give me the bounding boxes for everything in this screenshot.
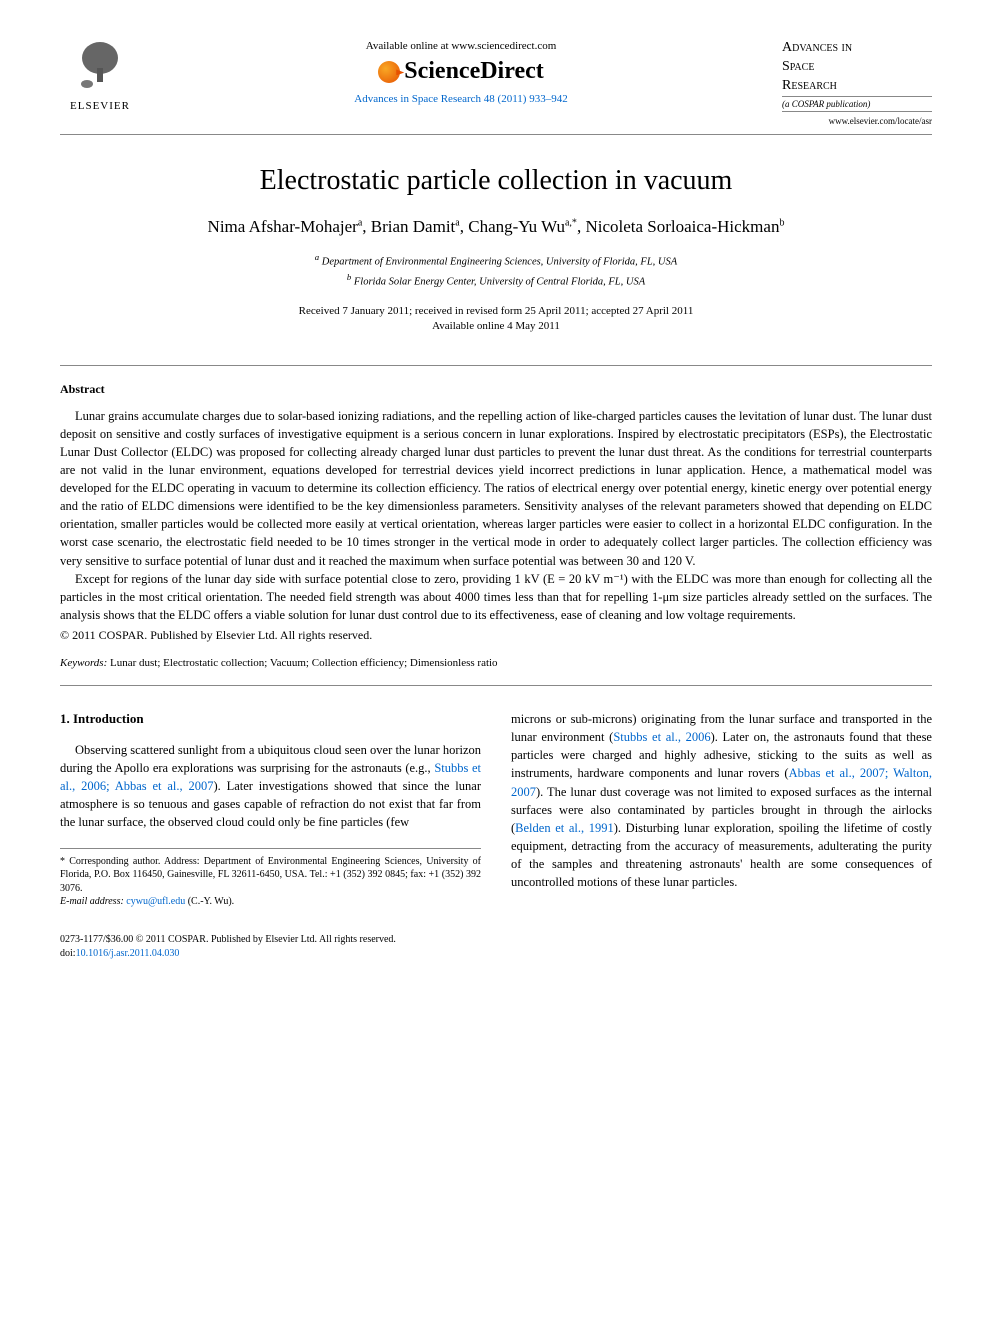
corr-email-name: (C.-Y. Wu). xyxy=(188,896,234,907)
body-columns: 1. Introduction Observing scattered sunl… xyxy=(60,710,932,908)
author-2: Brian Damit xyxy=(371,217,456,236)
dates-online: Available online 4 May 2011 xyxy=(60,319,932,334)
journal-box: Advances in Space Research (a COSPAR pub… xyxy=(782,40,932,126)
publisher-logo: ELSEVIER xyxy=(60,40,140,112)
column-right: microns or sub-microns) originating from… xyxy=(511,710,932,908)
divider-top xyxy=(60,365,932,366)
affiliation-b: b Florida Solar Energy Center, Universit… xyxy=(60,271,932,290)
article-dates: Received 7 January 2011; received in rev… xyxy=(60,304,932,335)
journal-title-line1: Advances in xyxy=(782,40,932,57)
dates-received: Received 7 January 2011; received in rev… xyxy=(60,304,932,319)
footer-copyright: 0273-1177/$36.00 © 2011 COSPAR. Publishe… xyxy=(60,933,932,947)
abstract-p2: Except for regions of the lunar day side… xyxy=(60,570,932,624)
author-3: Chang-Yu Wu xyxy=(468,217,565,236)
affiliations: a Department of Environmental Engineerin… xyxy=(60,251,932,289)
cite-stubbs-2006[interactable]: Stubbs et al., 2006 xyxy=(613,730,710,744)
author-1: Nima Afshar-Mohajer xyxy=(208,217,358,236)
available-online-line: Available online at www.sciencedirect.co… xyxy=(160,40,762,52)
journal-subtitle: (a COSPAR publication) xyxy=(782,96,932,112)
keywords-label: Keywords: xyxy=(60,657,107,669)
corresponding-footnote: * Corresponding author. Address: Departm… xyxy=(60,848,481,909)
cite-abbas-walton[interactable]: Abbas et al., 2007; Walton, 2007 xyxy=(511,766,932,798)
author-3-sup: a,* xyxy=(565,218,577,229)
divider-bottom xyxy=(60,685,932,686)
abstract-p1: Lunar grains accumulate charges due to s… xyxy=(60,407,932,570)
journal-citation[interactable]: Advances in Space Research 48 (2011) 933… xyxy=(160,93,762,105)
author-4-sup: b xyxy=(779,218,784,229)
column-left: 1. Introduction Observing scattered sunl… xyxy=(60,710,481,908)
abstract-copyright: © 2011 COSPAR. Published by Elsevier Ltd… xyxy=(60,628,932,643)
author-1-sup: a xyxy=(358,218,362,229)
keywords-text: Lunar dust; Electrostatic collection; Va… xyxy=(110,657,498,669)
section-1-heading: 1. Introduction xyxy=(60,710,481,729)
sciencedirect-text: ScienceDirect xyxy=(404,58,544,84)
doi-label: doi: xyxy=(60,948,76,959)
article-title: Electrostatic particle collection in vac… xyxy=(60,165,932,197)
keywords-row: Keywords: Lunar dust; Electrostatic coll… xyxy=(60,657,932,669)
author-4: Nicoleta Sorloaica-Hickman xyxy=(585,217,779,236)
page-header: ELSEVIER Available online at www.science… xyxy=(60,40,932,135)
corr-email[interactable]: cywu@ufl.edu xyxy=(126,896,185,907)
cite-belden[interactable]: Belden et al., 1991 xyxy=(515,821,614,835)
journal-title-line2: Space xyxy=(782,59,932,76)
footer-doi-row: doi:10.1016/j.asr.2011.04.030 xyxy=(60,947,932,961)
corr-author-text: * Corresponding author. Address: Departm… xyxy=(60,855,481,896)
doi-link[interactable]: 10.1016/j.asr.2011.04.030 xyxy=(76,948,180,959)
abstract-label: Abstract xyxy=(60,382,932,397)
intro-col1-text: Observing scattered sunlight from a ubiq… xyxy=(60,741,481,832)
corr-email-row: E-mail address: cywu@ufl.edu (C.-Y. Wu). xyxy=(60,895,481,909)
elsevier-tree-icon xyxy=(60,40,140,98)
email-label: E-mail address: xyxy=(60,896,124,907)
cite-stubbs-abbas[interactable]: Stubbs et al., 2006; Abbas et al., 2007 xyxy=(60,761,481,793)
sciencedirect-icon xyxy=(378,61,400,83)
publisher-name: ELSEVIER xyxy=(60,100,140,112)
intro-col2-text: microns or sub-microns) originating from… xyxy=(511,710,932,891)
page-footer: 0273-1177/$36.00 © 2011 COSPAR. Publishe… xyxy=(60,933,932,961)
abstract-body: Lunar grains accumulate charges due to s… xyxy=(60,407,932,625)
sciencedirect-logo: ScienceDirect xyxy=(160,58,762,85)
journal-url[interactable]: www.elsevier.com/locate/asr xyxy=(782,116,932,126)
journal-title-line3: Research xyxy=(782,78,932,95)
author-2-sup: a xyxy=(455,218,459,229)
affiliation-a: a Department of Environmental Engineerin… xyxy=(60,251,932,270)
authors-line: Nima Afshar-Mohajera, Brian Damita, Chan… xyxy=(60,217,932,237)
center-header: Available online at www.sciencedirect.co… xyxy=(140,40,782,105)
